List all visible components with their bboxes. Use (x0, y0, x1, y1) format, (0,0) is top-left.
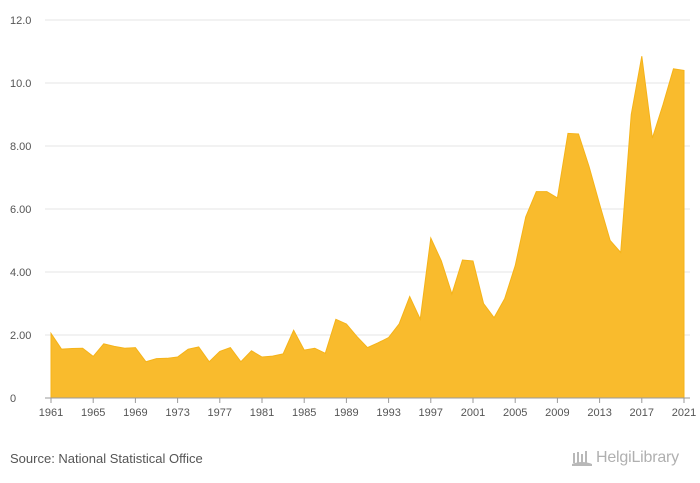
library-icon (572, 451, 592, 466)
x-tick-label: 1965 (81, 407, 105, 419)
y-tick-label: 2.00 (10, 330, 31, 342)
x-tick-label: 1961 (39, 407, 63, 419)
x-tick-label: 2013 (587, 407, 611, 419)
x-tick-label: 1973 (165, 407, 189, 419)
x-tick-label: 1985 (292, 407, 316, 419)
x-tick-label: 2021 (672, 407, 696, 419)
x-tick-label: 2005 (503, 407, 527, 419)
area-layer (50, 56, 685, 399)
x-tick-label: 2001 (461, 407, 485, 419)
x-tick-label: 1997 (419, 407, 443, 419)
x-tick-label: 2009 (545, 407, 569, 419)
brand-logo: HelgiLibrary (572, 449, 679, 467)
x-tick-label: 1977 (208, 407, 232, 419)
y-tick-label: 6.00 (10, 204, 31, 216)
x-tick-label: 1989 (334, 407, 358, 419)
y-tick-label: 4.00 (10, 267, 31, 279)
axes (45, 397, 690, 403)
source-note: Source: National Statistical Office (10, 451, 203, 466)
x-axis-labels: 1961 1965 1969 1973 1977 1981 1985 1989 1993 1997… (39, 407, 696, 419)
x-tick-label: 1993 (376, 407, 400, 419)
area-series (50, 56, 685, 399)
y-tick-label: 10.0 (10, 78, 31, 90)
x-tick-label: 1969 (123, 407, 147, 419)
x-tick-label: 2017 (630, 407, 654, 419)
y-axis-labels: 0 2.00 4.00 6.00 8.00 10.0 12.0 (10, 15, 31, 405)
y-tick-label: 0 (10, 393, 16, 405)
brand-name: HelgiLibrary (596, 449, 679, 466)
x-tick-label: 1981 (250, 407, 274, 419)
y-tick-label: 12.0 (10, 15, 31, 27)
y-tick-label: 8.00 (10, 141, 31, 153)
